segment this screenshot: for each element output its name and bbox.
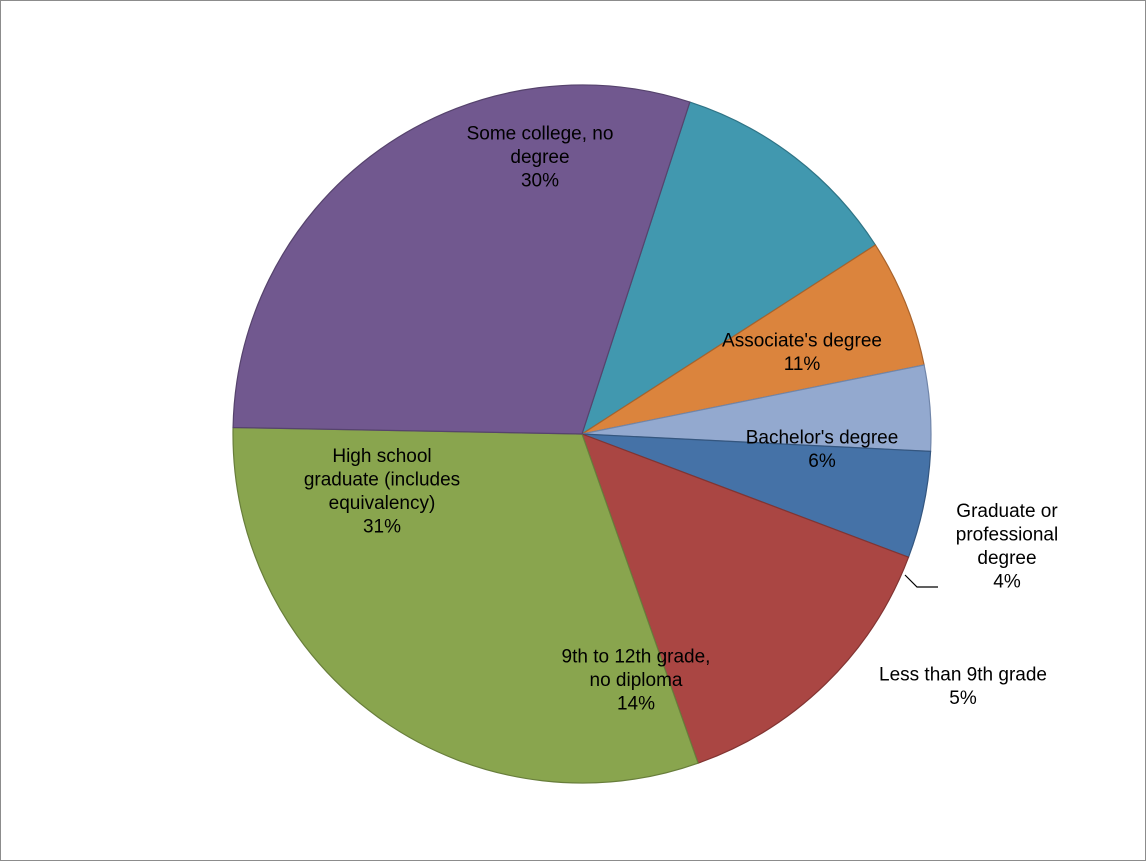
leader-lines <box>904 574 938 588</box>
slice-name: Bachelor's degree <box>746 427 899 448</box>
slice-percent: 5% <box>949 688 977 709</box>
slice-percent: 11% <box>784 354 821 375</box>
slice-name: Some college, no <box>467 124 614 145</box>
leader-line <box>904 574 938 588</box>
slice-percent: 30% <box>521 171 559 192</box>
slice-name: no diploma <box>590 670 683 691</box>
slice-percent: 4% <box>993 571 1021 592</box>
pie-slice <box>232 426 699 784</box>
slice-name: Less than 9th grade <box>879 664 1047 685</box>
slice-name: 9th to 12th grade, <box>562 647 711 668</box>
slice-name: equivalency) <box>329 493 436 514</box>
slice-name: professional <box>956 524 1058 545</box>
slice-label: Some college, no degree 30% <box>467 124 614 192</box>
slice-label: Less than 9th grade 5% <box>879 664 1047 709</box>
slice-label: Associate's degree 11% <box>722 330 882 375</box>
slice-labels: Associate's degree 11% Bachelor's degree 6%… <box>304 124 1059 715</box>
slice-name: Graduate or <box>956 501 1058 522</box>
slice-name: Associate's degree <box>722 330 882 351</box>
slice-label: Graduate or professional degree 4% <box>956 501 1059 593</box>
slice-percent: 31% <box>363 516 401 537</box>
pie-slice <box>581 432 910 764</box>
pie-slices <box>232 84 932 784</box>
slice-name: High school <box>332 446 431 467</box>
slice-name: graduate (includes <box>304 469 460 490</box>
slice-name: degree <box>977 548 1036 569</box>
slice-label: Bachelor's degree 6% <box>746 427 899 472</box>
slice-percent: 14% <box>617 694 655 715</box>
slice-name: degree <box>510 147 569 168</box>
slice-label: 9th to 12th grade, no diploma 14% <box>562 647 711 715</box>
pie-slice <box>581 244 925 435</box>
slice-label: High school graduate (includes equivalency… <box>304 446 460 538</box>
pie-slice <box>232 84 691 435</box>
pie-slice <box>580 101 877 436</box>
slice-percent: 6% <box>808 451 836 472</box>
